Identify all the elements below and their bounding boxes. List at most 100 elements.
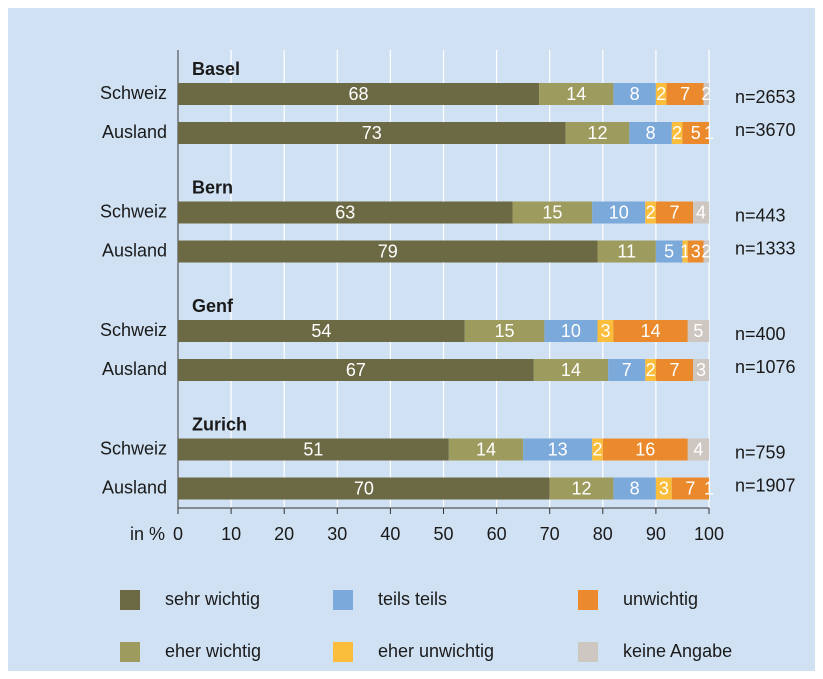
group-title: Zurich [192,414,247,434]
bar-segment [687,320,709,342]
legend-swatch [578,642,598,662]
value-label: 67 [346,360,366,380]
bar-segment [178,438,449,461]
y-tick-label: Ausland [102,240,167,260]
value-label: 7 [669,202,679,222]
bar-segment [178,477,550,500]
bar-segment [682,240,688,263]
value-label: 7 [669,360,679,380]
legend-swatch [120,642,140,662]
legend-swatch [120,590,140,610]
bar-segment [597,320,614,342]
value-label: 2 [701,84,711,104]
bar-segment [544,320,598,342]
legend-label: sehr wichtig [165,589,260,609]
legend-label: eher wichtig [165,641,261,661]
y-tick-label: Schweiz [100,83,167,103]
y-tick-label: Ausland [102,359,167,379]
value-label: 14 [566,84,586,104]
bar-segment [602,438,688,461]
value-label: 5 [664,241,674,261]
value-label: 3 [696,360,706,380]
value-label: 2 [646,360,656,380]
x-axis-label: in % [130,524,165,544]
bar-segment [655,477,672,500]
bar-segment [565,122,630,144]
legend-swatch [578,590,598,610]
bar-segment [693,201,709,224]
bar-segment [645,359,656,381]
value-label: 13 [548,439,568,459]
value-label: 8 [630,478,640,498]
value-label: 2 [646,202,656,222]
n-label: n=1076 [735,357,796,377]
bar-segment [666,83,704,105]
value-label: 54 [311,321,331,341]
value-label: 1 [704,123,714,143]
bar-segment [645,201,656,224]
value-label: 3 [659,478,669,498]
x-tick-label: 10 [221,524,241,544]
x-tick-label: 30 [327,524,347,544]
value-label: 5 [691,123,701,143]
bar-segment [448,438,524,461]
bar-segment [549,477,614,500]
value-label: 10 [561,321,581,341]
bar-segment [533,359,609,381]
value-label: 3 [600,321,610,341]
bar-segment [655,201,694,224]
bar-segment [178,201,513,224]
value-label: 79 [378,241,398,261]
value-label: 4 [693,439,703,459]
legend-swatch [333,642,353,662]
bar-segment [693,359,709,381]
bar-segment [539,83,614,105]
n-label: n=3670 [735,120,796,140]
y-tick-label: Ausland [102,477,167,497]
value-label: 2 [672,123,682,143]
bar-segment [613,83,656,105]
value-label: 16 [635,439,655,459]
bar-segment [178,320,465,342]
value-label: 12 [572,478,592,498]
group-title: Genf [192,296,234,316]
bar-segment [687,438,709,461]
n-label: n=400 [735,324,786,344]
bar-segment [178,359,534,381]
value-label: 2 [701,241,711,261]
y-tick-label: Schweiz [100,320,167,340]
value-label: 1 [704,478,714,498]
bar-segment [592,438,603,461]
bar-segment [608,359,646,381]
value-label: 68 [349,84,369,104]
legend-label: unwichtig [623,589,698,609]
y-tick-label: Ausland [102,122,167,142]
value-label: 51 [303,439,323,459]
value-label: 11 [617,241,636,261]
value-label: 15 [495,321,515,341]
x-tick-label: 90 [646,524,666,544]
n-label: n=443 [735,205,786,225]
bar-segment [703,83,709,105]
legend-label: eher unwichtig [378,641,494,661]
value-label: 14 [561,360,581,380]
bar-segment [687,240,704,263]
bar-segment [613,477,656,500]
bar-segment [671,477,709,500]
n-label: n=1907 [735,475,796,495]
value-label: 1 [680,241,690,261]
bar-segment [464,320,545,342]
value-label: 2 [592,439,602,459]
n-label: n=1333 [735,238,796,258]
value-label: 70 [354,478,374,498]
value-label: 4 [696,202,706,222]
n-label: n=759 [735,442,786,462]
value-label: 7 [680,84,690,104]
value-label: 12 [587,123,607,143]
n-label: n=2653 [735,87,796,107]
bar-segment [597,240,656,263]
group-title: Bern [192,177,233,197]
x-tick-label: 0 [173,524,183,544]
x-tick-label: 100 [694,524,724,544]
